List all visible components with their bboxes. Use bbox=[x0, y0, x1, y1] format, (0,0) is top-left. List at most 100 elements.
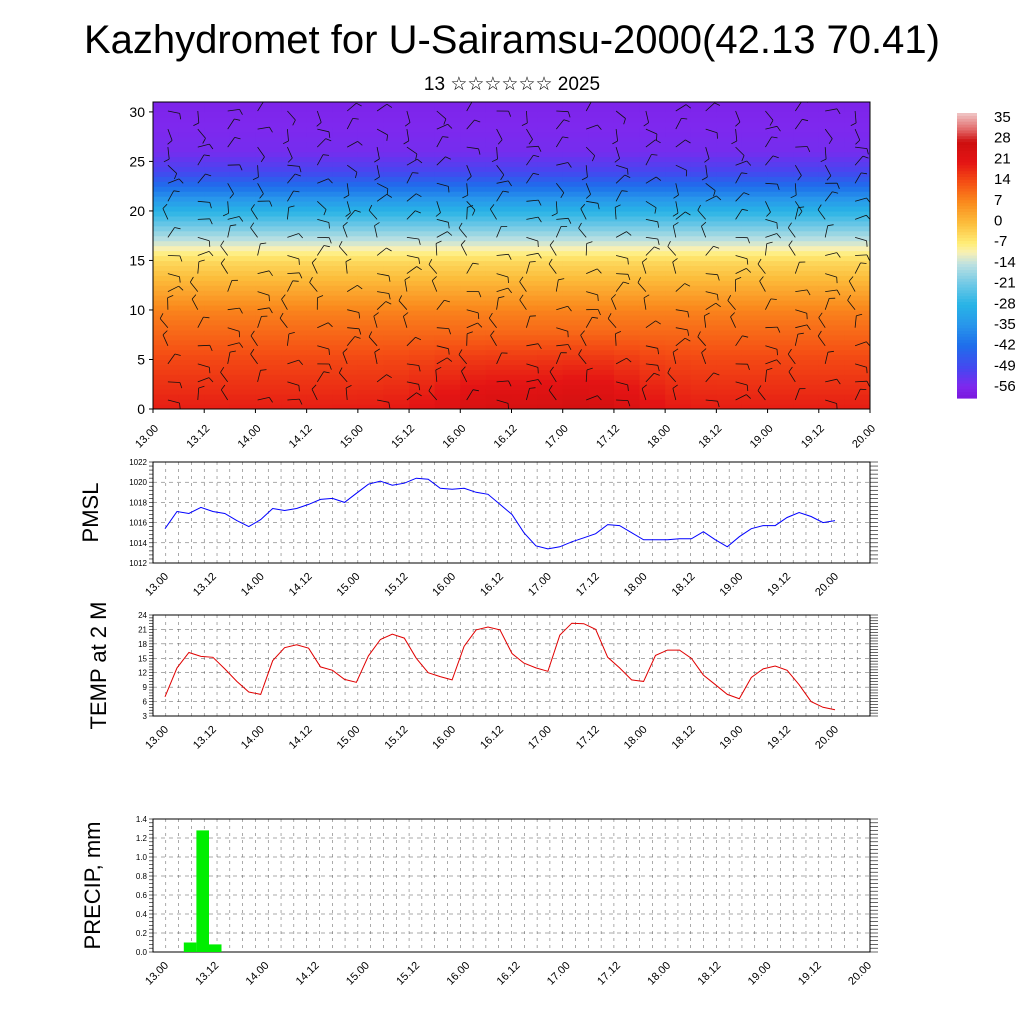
wind-barb bbox=[197, 154, 205, 166]
wind-barb bbox=[376, 103, 388, 112]
heatmap-cell bbox=[409, 260, 436, 266]
heatmap-cell bbox=[537, 394, 564, 400]
heatmap-cell bbox=[818, 349, 845, 356]
wind-barb-flag bbox=[229, 350, 236, 353]
heatmap-cell bbox=[153, 324, 180, 331]
heatmap-cell bbox=[665, 245, 692, 252]
temp-xtick-label: 17.00 bbox=[526, 724, 554, 752]
heatmap-cell bbox=[255, 151, 282, 158]
wind-barb bbox=[854, 341, 867, 347]
heatmap-cell bbox=[639, 141, 666, 148]
heatmap-cell bbox=[639, 329, 666, 336]
wind-barb bbox=[466, 389, 474, 401]
heatmap-cell bbox=[793, 275, 820, 281]
heatmap-cell bbox=[409, 295, 436, 301]
wind-barb bbox=[466, 183, 469, 196]
heatmap-cell bbox=[204, 364, 231, 370]
heatmap-xtick-label: 18.12 bbox=[697, 423, 725, 451]
heatmap-cell bbox=[332, 364, 359, 370]
heatmap-cell bbox=[511, 255, 538, 262]
wind-barb-flag bbox=[637, 277, 642, 283]
heatmap-cell bbox=[229, 295, 257, 301]
heatmap-cell bbox=[511, 131, 538, 138]
wind-barb bbox=[735, 255, 748, 260]
wind-barb-flag bbox=[388, 293, 391, 300]
wind-barb-flag bbox=[746, 384, 749, 392]
wind-barb bbox=[794, 102, 802, 112]
heatmap-cell bbox=[793, 191, 820, 197]
heatmap-cell bbox=[306, 334, 333, 341]
wind-barb-flag bbox=[478, 148, 481, 155]
heatmap-cell bbox=[153, 300, 180, 306]
heatmap-cell bbox=[332, 166, 359, 172]
heatmap-cell bbox=[588, 275, 615, 281]
colorbar-segment bbox=[957, 130, 977, 134]
heatmap-cell bbox=[178, 146, 205, 153]
wind-barb-flag bbox=[643, 122, 649, 127]
heatmap-cell bbox=[434, 394, 461, 400]
heatmap-cell bbox=[639, 314, 666, 321]
heatmap-cell bbox=[281, 265, 308, 271]
pmsl-xtick-label: 14.00 bbox=[239, 571, 267, 599]
heatmap-cell bbox=[332, 379, 359, 385]
heatmap-cell bbox=[460, 389, 487, 395]
heatmap-cell bbox=[204, 121, 231, 128]
wind-barb-flag bbox=[374, 176, 380, 181]
wind-barb-flag bbox=[827, 224, 834, 227]
heatmap-cell bbox=[383, 354, 410, 361]
heatmap-cell bbox=[767, 290, 794, 296]
heatmap-cell bbox=[588, 285, 615, 291]
wind-barb-flag bbox=[667, 367, 671, 374]
wind-barb bbox=[645, 219, 658, 223]
heatmap-cell bbox=[383, 186, 410, 192]
heatmap-cell bbox=[485, 270, 513, 276]
heatmap-cell bbox=[844, 404, 870, 409]
wind-barb bbox=[730, 316, 736, 328]
heatmap-cell bbox=[460, 161, 487, 167]
heatmap-cell bbox=[178, 280, 205, 286]
heatmap-cell bbox=[332, 369, 359, 375]
wind-barb-flag bbox=[327, 322, 333, 328]
heatmap-cell bbox=[741, 374, 769, 380]
heatmap-cell bbox=[690, 166, 717, 172]
heatmap-cell bbox=[818, 131, 845, 138]
heatmap-cell bbox=[741, 329, 769, 336]
colorbar-segment bbox=[957, 113, 977, 117]
precip-xtick-label: 19.00 bbox=[746, 960, 774, 988]
heatmap-cell bbox=[178, 131, 205, 138]
wind-barb bbox=[257, 243, 261, 256]
wind-barb bbox=[496, 380, 509, 383]
heatmap-cell bbox=[588, 290, 615, 296]
wind-barb-flag bbox=[766, 241, 773, 244]
wind-barb bbox=[794, 164, 802, 176]
heatmap-cell bbox=[613, 270, 641, 276]
heatmap-cell bbox=[639, 379, 666, 385]
heatmap-cell bbox=[844, 116, 870, 123]
wind-barb bbox=[580, 335, 587, 346]
heatmap-cell bbox=[741, 215, 769, 222]
wind-barb-flag bbox=[651, 154, 658, 156]
wind-barb bbox=[436, 182, 449, 187]
heatmap-cell bbox=[793, 354, 820, 361]
wind-barb-flag bbox=[488, 312, 493, 319]
heatmap-cell bbox=[767, 305, 794, 311]
heatmap-cell bbox=[409, 176, 436, 182]
heatmap-cell bbox=[306, 235, 333, 242]
wind-barb-flag bbox=[374, 158, 380, 163]
wind-barb-flag bbox=[627, 384, 629, 391]
wind-barb-flag bbox=[299, 166, 302, 173]
heatmap-cell bbox=[485, 280, 513, 286]
heatmap-cell bbox=[716, 146, 743, 153]
heatmap-cell bbox=[281, 374, 308, 380]
heatmap-cell bbox=[153, 389, 180, 395]
heatmap-cell bbox=[665, 136, 692, 143]
heatmap-cell bbox=[562, 205, 589, 212]
heatmap-cell bbox=[537, 255, 564, 262]
heatmap-cell bbox=[357, 151, 385, 158]
temp-xtick-label: 14.00 bbox=[239, 724, 267, 752]
heatmap-cell bbox=[357, 121, 385, 128]
precip-xtick-label: 17.12 bbox=[595, 960, 623, 988]
wind-barb bbox=[436, 136, 443, 148]
wind-barb-flag bbox=[309, 277, 313, 283]
heatmap-cell bbox=[793, 359, 820, 366]
